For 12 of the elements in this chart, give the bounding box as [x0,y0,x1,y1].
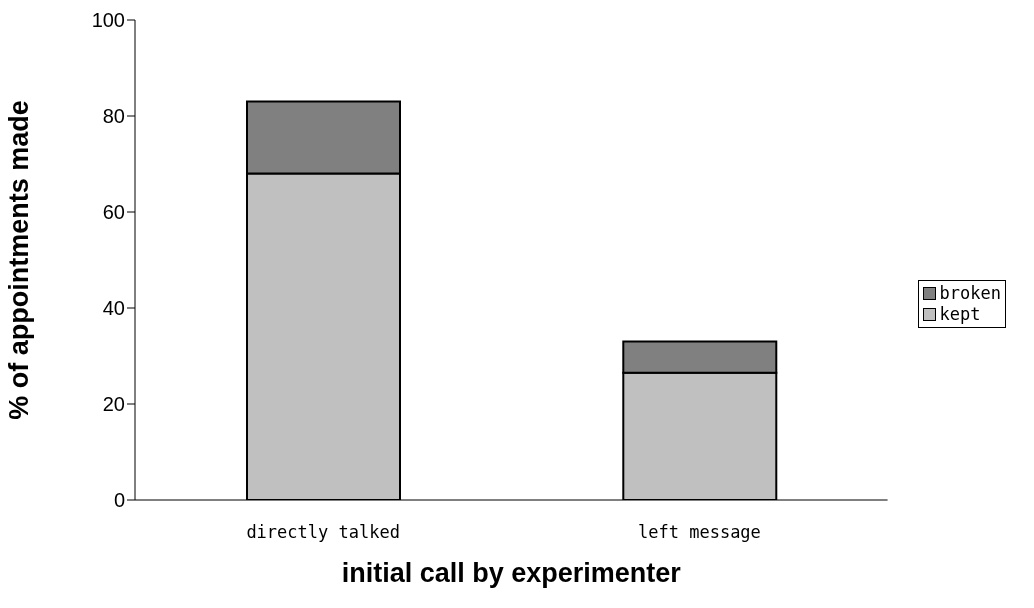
y-tick-label: 0 [113,489,125,512]
y-tick-label: 40 [102,297,125,320]
legend-label: broken [939,283,1001,304]
y-tick-label: 60 [102,201,125,224]
y-tick-label: 100 [91,9,125,32]
x-tick-label: left message [638,522,761,543]
x-axis-title: initial call by experimenter [341,558,682,588]
y-tick-label: 80 [102,105,125,128]
y-tick-label: 20 [102,393,125,416]
legend-label: kept [939,304,981,325]
y-axis-title: % of appointments made [3,100,34,420]
x-tick-label: directly talked [246,522,400,543]
